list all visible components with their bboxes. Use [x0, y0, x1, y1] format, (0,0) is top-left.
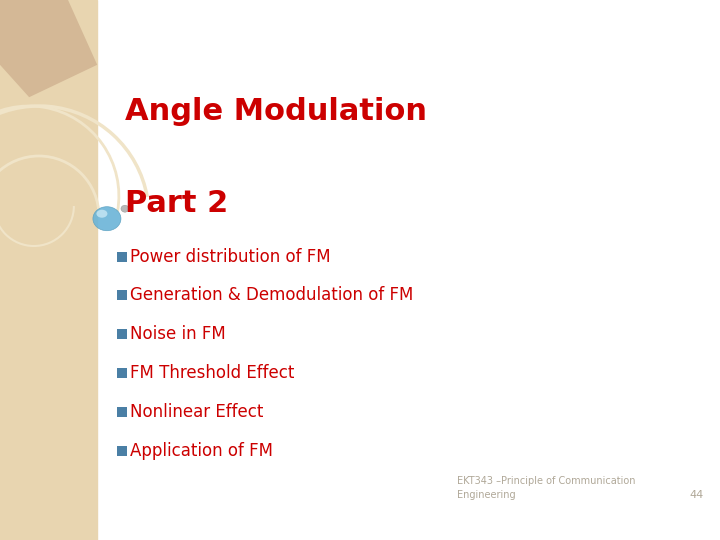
Ellipse shape [121, 205, 129, 212]
Bar [117, 252, 127, 261]
Text: EKT343 –Principle of Communication
Engineering: EKT343 –Principle of Communication Engin… [457, 476, 636, 500]
Text: Application of FM: Application of FM [130, 442, 273, 460]
Text: Angle Modulation: Angle Modulation [125, 97, 427, 126]
Text: Part 2: Part 2 [125, 189, 228, 218]
Bar [117, 291, 127, 300]
Polygon shape [0, 0, 97, 97]
Text: Power distribution of FM: Power distribution of FM [130, 247, 330, 266]
Bar [117, 446, 127, 456]
Text: Noise in FM: Noise in FM [130, 325, 226, 343]
Text: Nonlinear Effect: Nonlinear Effect [130, 403, 264, 421]
Text: 44: 44 [690, 489, 704, 500]
Bar [117, 329, 127, 339]
Text: FM Threshold Effect: FM Threshold Effect [130, 364, 294, 382]
Ellipse shape [93, 207, 121, 231]
Bar [0, 0, 97, 540]
Bar [117, 407, 127, 417]
Ellipse shape [96, 210, 107, 218]
Bar [117, 368, 127, 378]
Text: Generation & Demodulation of FM: Generation & Demodulation of FM [130, 286, 413, 305]
